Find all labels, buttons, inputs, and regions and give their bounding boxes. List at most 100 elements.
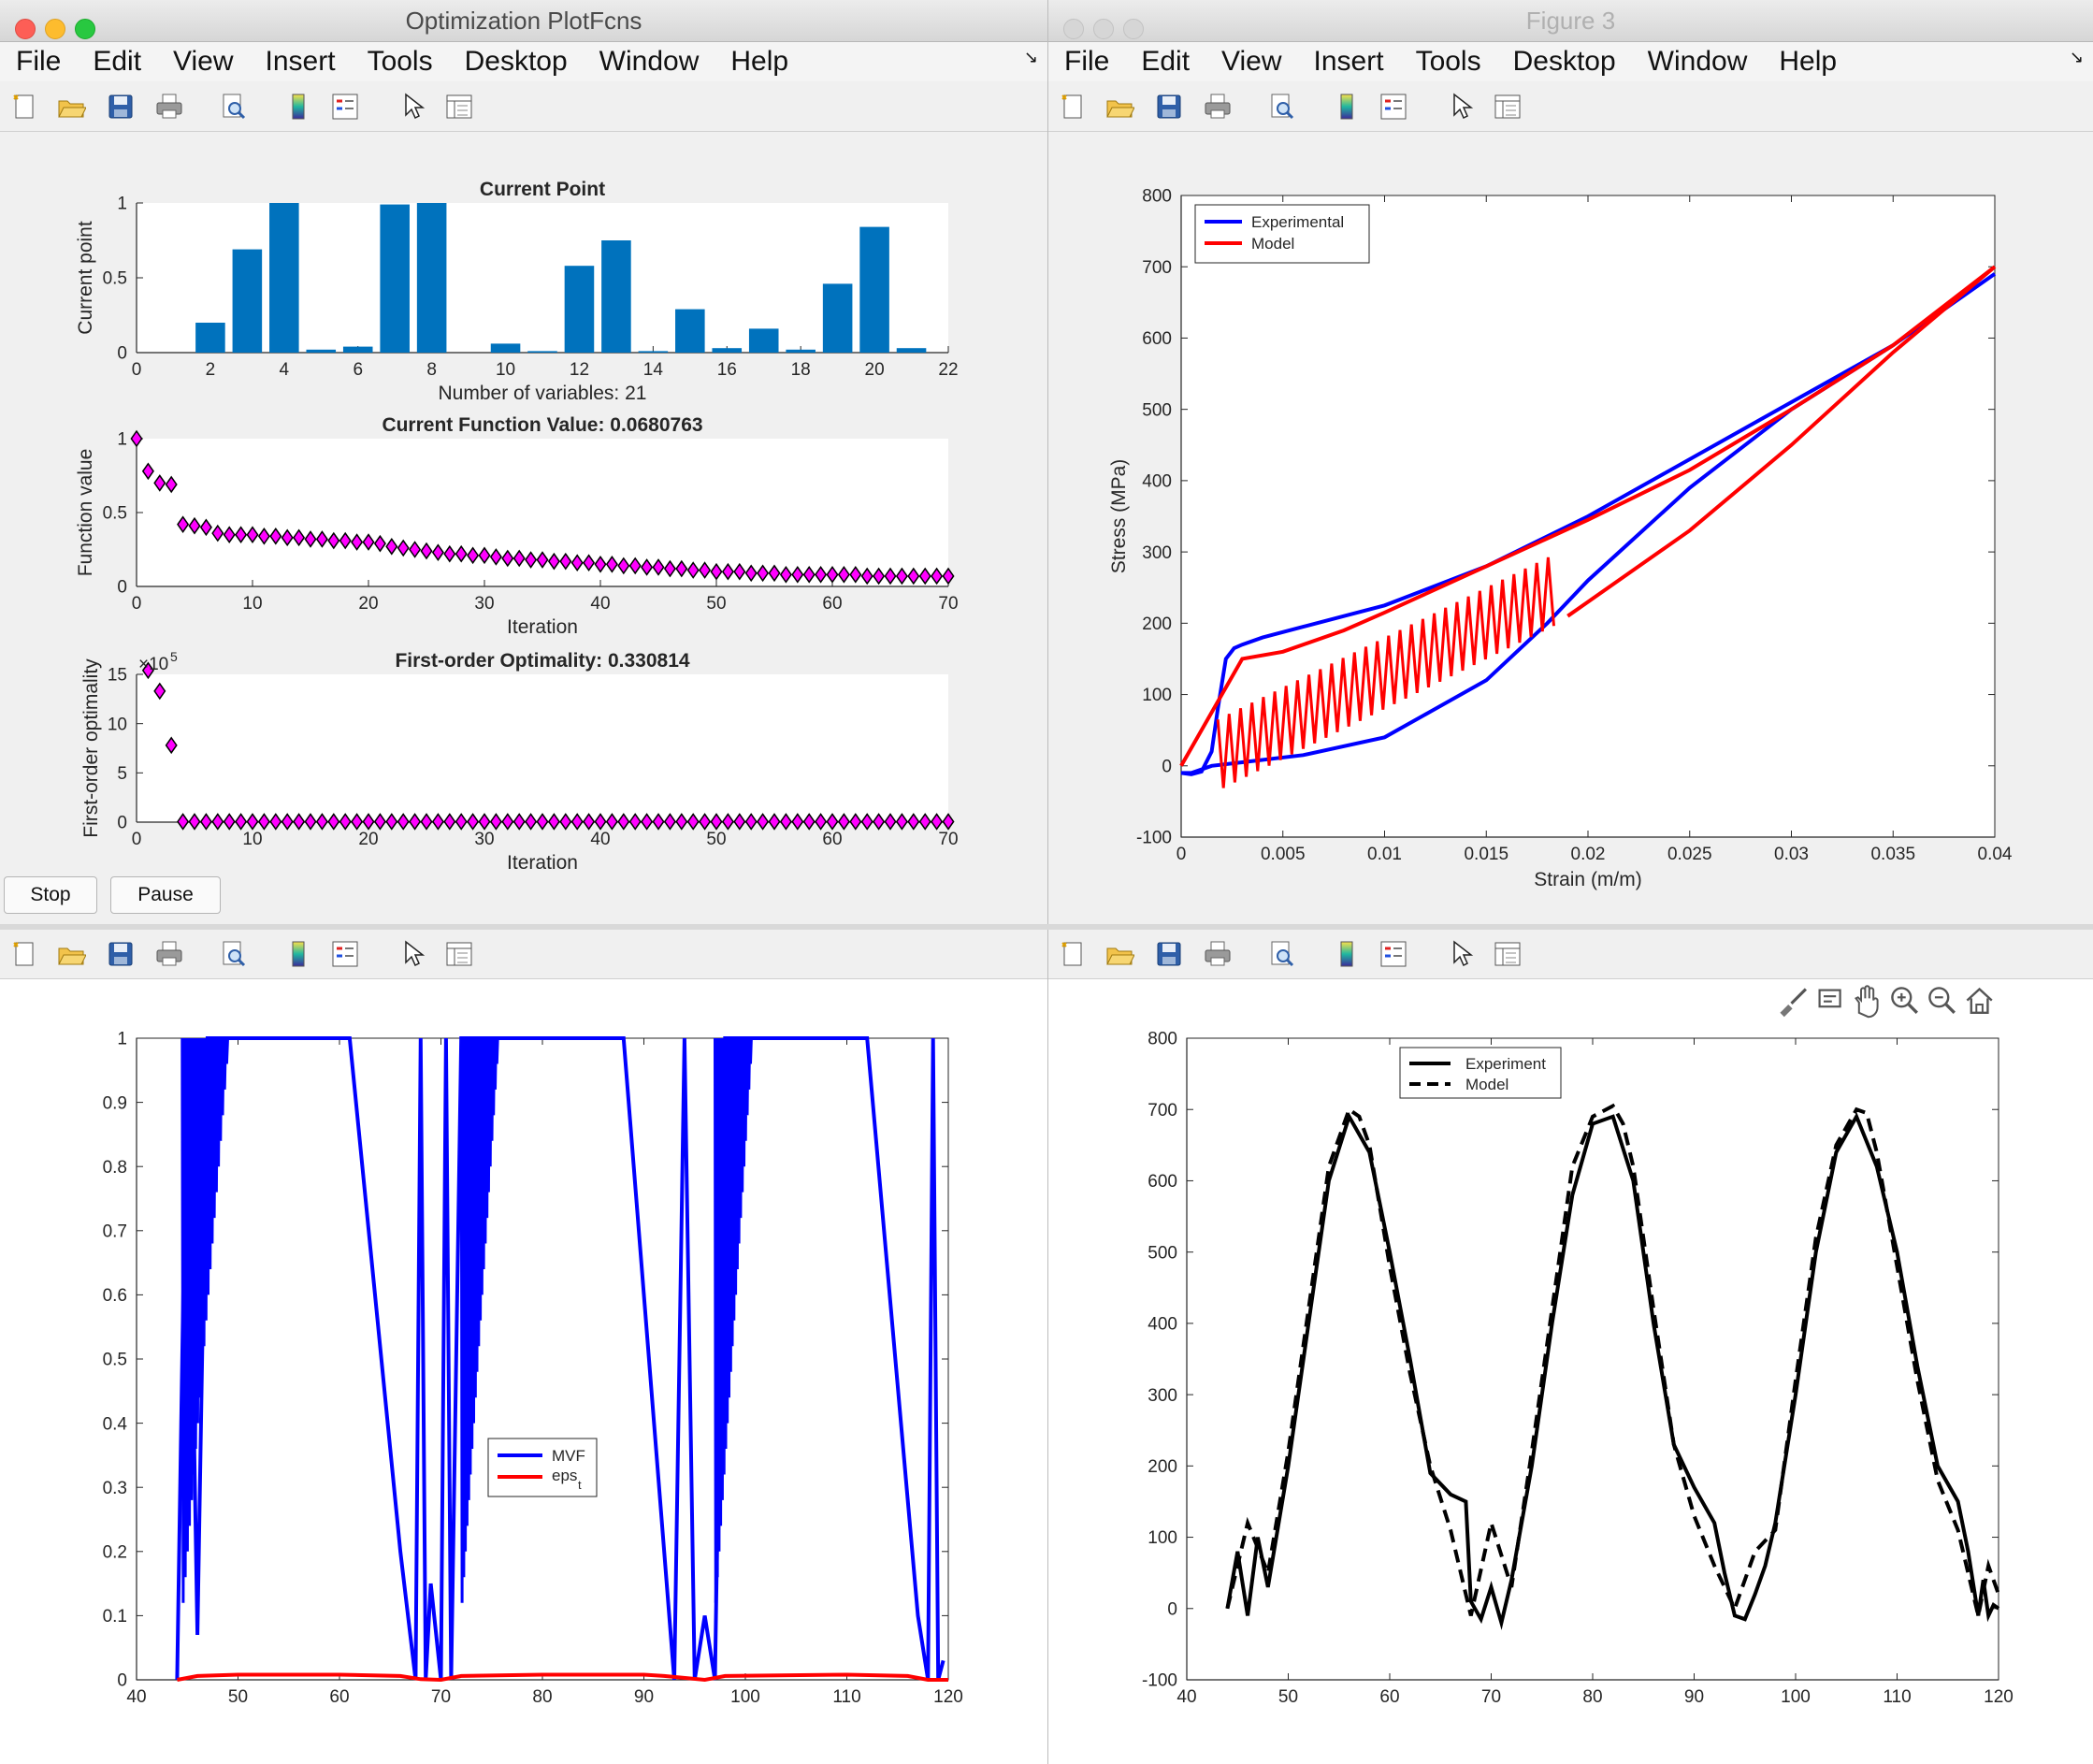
- x-tick-label: 12: [570, 360, 589, 380]
- menu-help[interactable]: Help: [1779, 46, 1838, 77]
- save-icon[interactable]: [106, 939, 136, 969]
- x-axis-label: Iteration: [507, 616, 578, 638]
- menu-window[interactable]: Window: [1647, 46, 1748, 77]
- legend-icon[interactable]: [1378, 92, 1408, 122]
- zoom-in-icon[interactable]: [1891, 987, 1918, 1014]
- menu-desktop[interactable]: Desktop: [1512, 46, 1616, 77]
- data-point: [779, 813, 792, 831]
- zoom-out-icon[interactable]: [1928, 987, 1956, 1014]
- data-point: [443, 813, 456, 831]
- data-point: [605, 813, 618, 831]
- home-icon[interactable]: [1966, 987, 1993, 1015]
- print-icon[interactable]: [154, 92, 184, 122]
- menu-tools[interactable]: Tools: [1415, 46, 1481, 77]
- colorbar-icon[interactable]: [1332, 939, 1362, 969]
- bar: [380, 204, 410, 353]
- window-controls: [15, 10, 105, 39]
- y-tick-label: 100: [1148, 1528, 1177, 1548]
- minimize-window-button[interactable]: [45, 19, 65, 39]
- open-file-icon[interactable]: [1104, 92, 1135, 122]
- edit-plot-arrow-icon[interactable]: [397, 92, 427, 122]
- print-preview-icon[interactable]: [1266, 92, 1296, 122]
- open-file-icon[interactable]: [56, 939, 87, 969]
- y-tick-label: 400: [1148, 1315, 1177, 1335]
- colorbar-icon[interactable]: [1332, 92, 1362, 122]
- print-icon[interactable]: [154, 939, 184, 969]
- edit-plot-arrow-icon[interactable]: [397, 939, 427, 969]
- zoom-window-button[interactable]: [75, 19, 95, 39]
- data-point: [130, 429, 143, 448]
- close-window-button[interactable]: [15, 19, 36, 39]
- plot-canvas: 40 50 60 70 80 90 100 110 120 0 0.1 0.2 0.3 0.4 0.5 0.6…: [103, 1030, 963, 1707]
- data-point: [315, 530, 328, 548]
- print-icon[interactable]: [1203, 92, 1233, 122]
- print-preview-icon[interactable]: [218, 92, 248, 122]
- y-tick-label: 500: [1148, 1243, 1177, 1263]
- edit-plot-arrow-icon[interactable]: [1446, 939, 1476, 969]
- pause-button[interactable]: Pause: [110, 876, 221, 914]
- figure-toolbar: [0, 82, 1047, 132]
- x-tick-label: 100: [730, 1687, 760, 1707]
- horizontal-divider: [0, 924, 2093, 930]
- menu-view[interactable]: View: [1221, 46, 1282, 77]
- property-inspector-icon[interactable]: [444, 92, 474, 122]
- legend-icon[interactable]: [330, 92, 360, 122]
- data-point: [931, 813, 944, 831]
- close-window-button[interactable]: [1063, 19, 1084, 39]
- data-point: [455, 813, 468, 831]
- bar: [712, 348, 743, 353]
- zoom-window-button[interactable]: [1123, 19, 1144, 39]
- stop-button[interactable]: Stop: [4, 876, 97, 914]
- menu-tools[interactable]: Tools: [367, 46, 433, 77]
- data-point: [628, 813, 642, 831]
- data-point: [351, 813, 364, 831]
- dock-arrow-icon[interactable]: ↘: [2069, 48, 2084, 66]
- data-point: [815, 813, 828, 831]
- stress-time-axes: 40 50 60 70 80 90 100 110 120 -100 0 100 200 300 400 50…: [1142, 1030, 2014, 1707]
- legend-label: MVF: [552, 1447, 585, 1465]
- x-tick-label: 0.005: [1261, 845, 1306, 864]
- edit-plot-arrow-icon[interactable]: [1446, 92, 1476, 122]
- data-tips-icon[interactable]: [1818, 989, 1841, 1008]
- property-inspector-icon[interactable]: [1493, 939, 1523, 969]
- print-preview-icon[interactable]: [1266, 939, 1296, 969]
- menu-view[interactable]: View: [173, 46, 234, 77]
- menu-insert[interactable]: Insert: [265, 46, 336, 77]
- colorbar-icon[interactable]: [283, 939, 313, 969]
- property-inspector-icon[interactable]: [1493, 92, 1523, 122]
- data-point: [583, 554, 596, 572]
- open-file-icon[interactable]: [1104, 939, 1135, 969]
- new-figure-icon[interactable]: [1058, 92, 1088, 122]
- property-inspector-icon[interactable]: [444, 939, 474, 969]
- new-figure-icon[interactable]: [9, 92, 39, 122]
- y-tick-label: 400: [1142, 472, 1172, 492]
- open-file-icon[interactable]: [56, 92, 87, 122]
- menu-edit[interactable]: Edit: [1141, 46, 1191, 77]
- data-point: [397, 813, 410, 831]
- minimize-window-button[interactable]: [1093, 19, 1114, 39]
- dock-arrow-icon[interactable]: ↘: [1023, 48, 1038, 66]
- new-figure-icon[interactable]: [9, 939, 39, 969]
- menu-file[interactable]: File: [16, 46, 62, 77]
- colorbar-icon[interactable]: [283, 92, 313, 122]
- menu-desktop[interactable]: Desktop: [464, 46, 568, 77]
- print-preview-icon[interactable]: [218, 939, 248, 969]
- pan-hand-icon[interactable]: [1854, 985, 1879, 1019]
- save-icon[interactable]: [1154, 92, 1184, 122]
- brush-icon[interactable]: [1780, 988, 1807, 1018]
- new-figure-icon[interactable]: [1058, 939, 1088, 969]
- data-point: [339, 531, 352, 550]
- save-icon[interactable]: [1154, 939, 1184, 969]
- save-icon[interactable]: [106, 92, 136, 122]
- menu-file[interactable]: File: [1064, 46, 1110, 77]
- menu-insert[interactable]: Insert: [1313, 46, 1384, 77]
- legend-icon[interactable]: [1378, 939, 1408, 969]
- legend-label: eps: [552, 1467, 577, 1484]
- y-tick-label: 700: [1142, 258, 1172, 278]
- print-icon[interactable]: [1203, 939, 1233, 969]
- legend-icon[interactable]: [330, 939, 360, 969]
- x-tick-label: 120: [1984, 1687, 2014, 1707]
- menu-window[interactable]: Window: [599, 46, 700, 77]
- menu-edit[interactable]: Edit: [93, 46, 142, 77]
- menu-help[interactable]: Help: [730, 46, 789, 77]
